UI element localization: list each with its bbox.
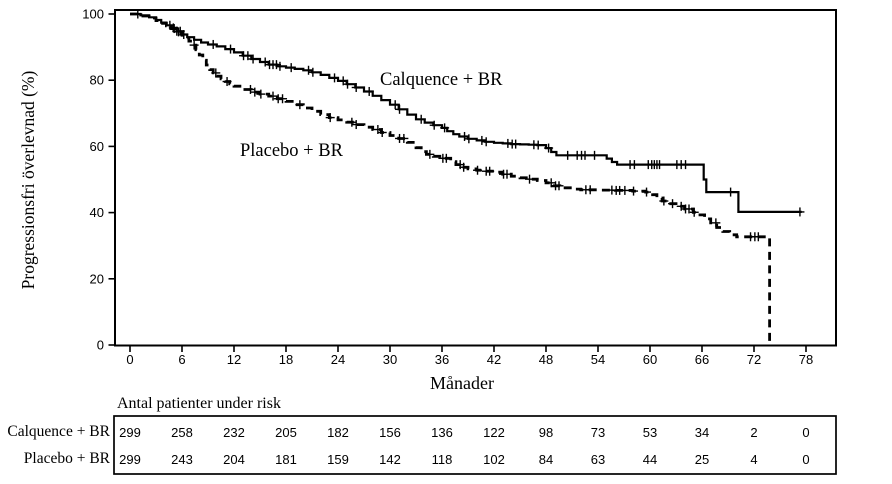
y-tick-label: 20 <box>90 271 104 286</box>
plot-border <box>114 9 837 347</box>
y-tick-label: 0 <box>97 338 104 353</box>
x-tick-label: 60 <box>643 352 657 367</box>
y-axis-title: Progressionsfri överlevnad (%) <box>18 70 38 290</box>
x-tick-label: 12 <box>227 352 241 367</box>
risk-count: 118 <box>432 452 453 467</box>
risk-table-title: Antal patienter under risk <box>117 395 281 412</box>
risk-count: 98 <box>539 425 553 440</box>
risk-count: 0 <box>802 452 809 467</box>
risk-count: 243 <box>171 452 193 467</box>
x-tick-label: 18 <box>279 352 293 367</box>
risk-count: 53 <box>643 425 657 440</box>
risk-count: 299 <box>119 425 141 440</box>
km-curve-calquence-br <box>130 12 802 213</box>
x-tick-label: 78 <box>799 352 813 367</box>
x-tick-label: 72 <box>747 352 761 367</box>
risk-count: 25 <box>695 452 709 467</box>
risk-table-box <box>113 415 837 475</box>
x-tick-label: 24 <box>331 352 345 367</box>
risk-count: 44 <box>643 452 657 467</box>
x-tick-label: 36 <box>435 352 449 367</box>
series-label-calquence-br: Calquence + BR <box>380 70 503 90</box>
x-tick-label: 48 <box>539 352 553 367</box>
y-tick-label: 40 <box>90 205 104 220</box>
x-tick-label: 54 <box>591 352 605 367</box>
risk-count: 258 <box>171 425 193 440</box>
risk-row-label-placebo-br: Placebo + BR <box>23 450 110 467</box>
risk-count: 142 <box>379 452 401 467</box>
y-tick-label: 60 <box>90 139 104 154</box>
km-curve-placebo-br <box>130 12 771 345</box>
risk-count: 102 <box>483 452 505 467</box>
risk-count: 181 <box>275 452 297 467</box>
risk-count: 299 <box>119 452 141 467</box>
x-axis-title: Månader <box>430 373 494 393</box>
risk-count: 136 <box>431 425 453 440</box>
risk-count: 0 <box>802 425 809 440</box>
y-tick-label: 80 <box>90 73 104 88</box>
risk-count: 63 <box>591 452 605 467</box>
risk-count: 156 <box>379 425 401 440</box>
y-tick-label: 100 <box>82 7 104 22</box>
risk-count: 182 <box>327 425 349 440</box>
x-tick-label: 42 <box>487 352 501 367</box>
risk-count: 84 <box>539 452 553 467</box>
risk-count: 232 <box>223 425 245 440</box>
x-tick-label: 66 <box>695 352 709 367</box>
x-tick-label: 0 <box>126 352 133 367</box>
risk-count: 205 <box>275 425 297 440</box>
risk-count: 159 <box>327 452 349 467</box>
risk-count: 73 <box>591 425 605 440</box>
risk-count: 2 <box>750 425 757 440</box>
risk-count: 204 <box>223 452 245 467</box>
risk-row-label-calquence-br: Calquence + BR <box>7 423 110 440</box>
risk-count: 122 <box>483 425 505 440</box>
risk-count: 4 <box>750 452 757 467</box>
series-label-placebo-br: Placebo + BR <box>240 141 343 161</box>
risk-count: 34 <box>695 425 709 440</box>
x-tick-label: 6 <box>178 352 185 367</box>
x-tick-label: 30 <box>383 352 397 367</box>
